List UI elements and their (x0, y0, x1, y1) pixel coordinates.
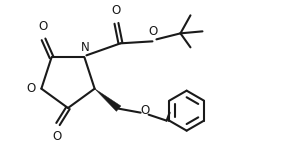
Text: O: O (38, 20, 47, 33)
Polygon shape (95, 89, 121, 111)
Text: O: O (112, 4, 121, 17)
Text: O: O (140, 104, 149, 117)
Text: O: O (149, 25, 158, 38)
Text: O: O (26, 82, 36, 95)
Text: N: N (81, 41, 90, 54)
Text: O: O (52, 130, 62, 143)
